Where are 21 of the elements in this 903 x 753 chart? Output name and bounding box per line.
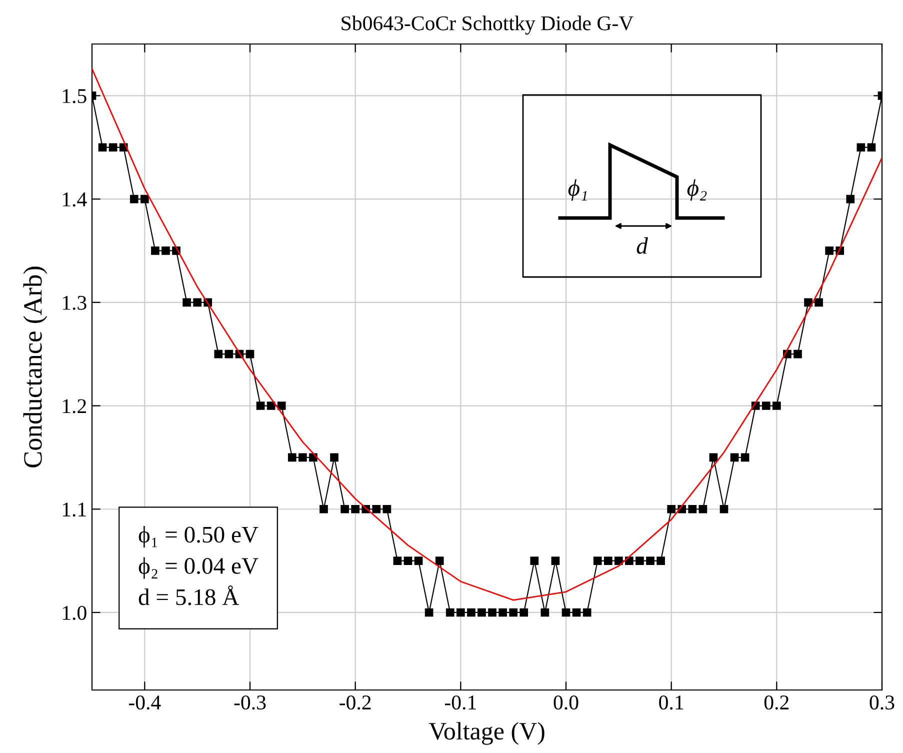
annotation: ϕ₁ = 0.50 eV ϕ₂ = 0.04 eV d = 5.18 Å <box>138 526 258 606</box>
annotation: ϕ₂ <box>687 179 707 201</box>
annotation: ϕ₁ <box>568 179 587 201</box>
x-tick-label: 0.0 <box>554 695 578 710</box>
x-tick-label: 0.1 <box>659 695 684 710</box>
x-tick-label: -0.1 <box>444 695 476 710</box>
y-tick-label: 1.2 <box>62 399 86 414</box>
x-tick-label: -0.3 <box>234 695 266 710</box>
x-tick-label: -0.2 <box>340 695 371 710</box>
y-tick-label: 1.3 <box>62 296 86 310</box>
y-tick-label: 1.4 <box>62 192 87 207</box>
y-tick-label: 1.1 <box>62 502 86 517</box>
y-axis-title: Conductance (Arb) <box>23 266 48 468</box>
x-tick-label: 0.2 <box>764 695 789 710</box>
x-axis-title: Voltage (V) <box>428 722 544 745</box>
y-tick-label: 1.0 <box>62 606 86 620</box>
y-tick-label: 1.5 <box>62 89 86 104</box>
x-tick-label: -0.4 <box>128 695 161 710</box>
chart-title: Sb0643-CoCr Schottky Diode G-V <box>342 16 634 35</box>
annotation: d <box>636 237 648 254</box>
x-tick-label: 0.3 <box>870 695 894 710</box>
